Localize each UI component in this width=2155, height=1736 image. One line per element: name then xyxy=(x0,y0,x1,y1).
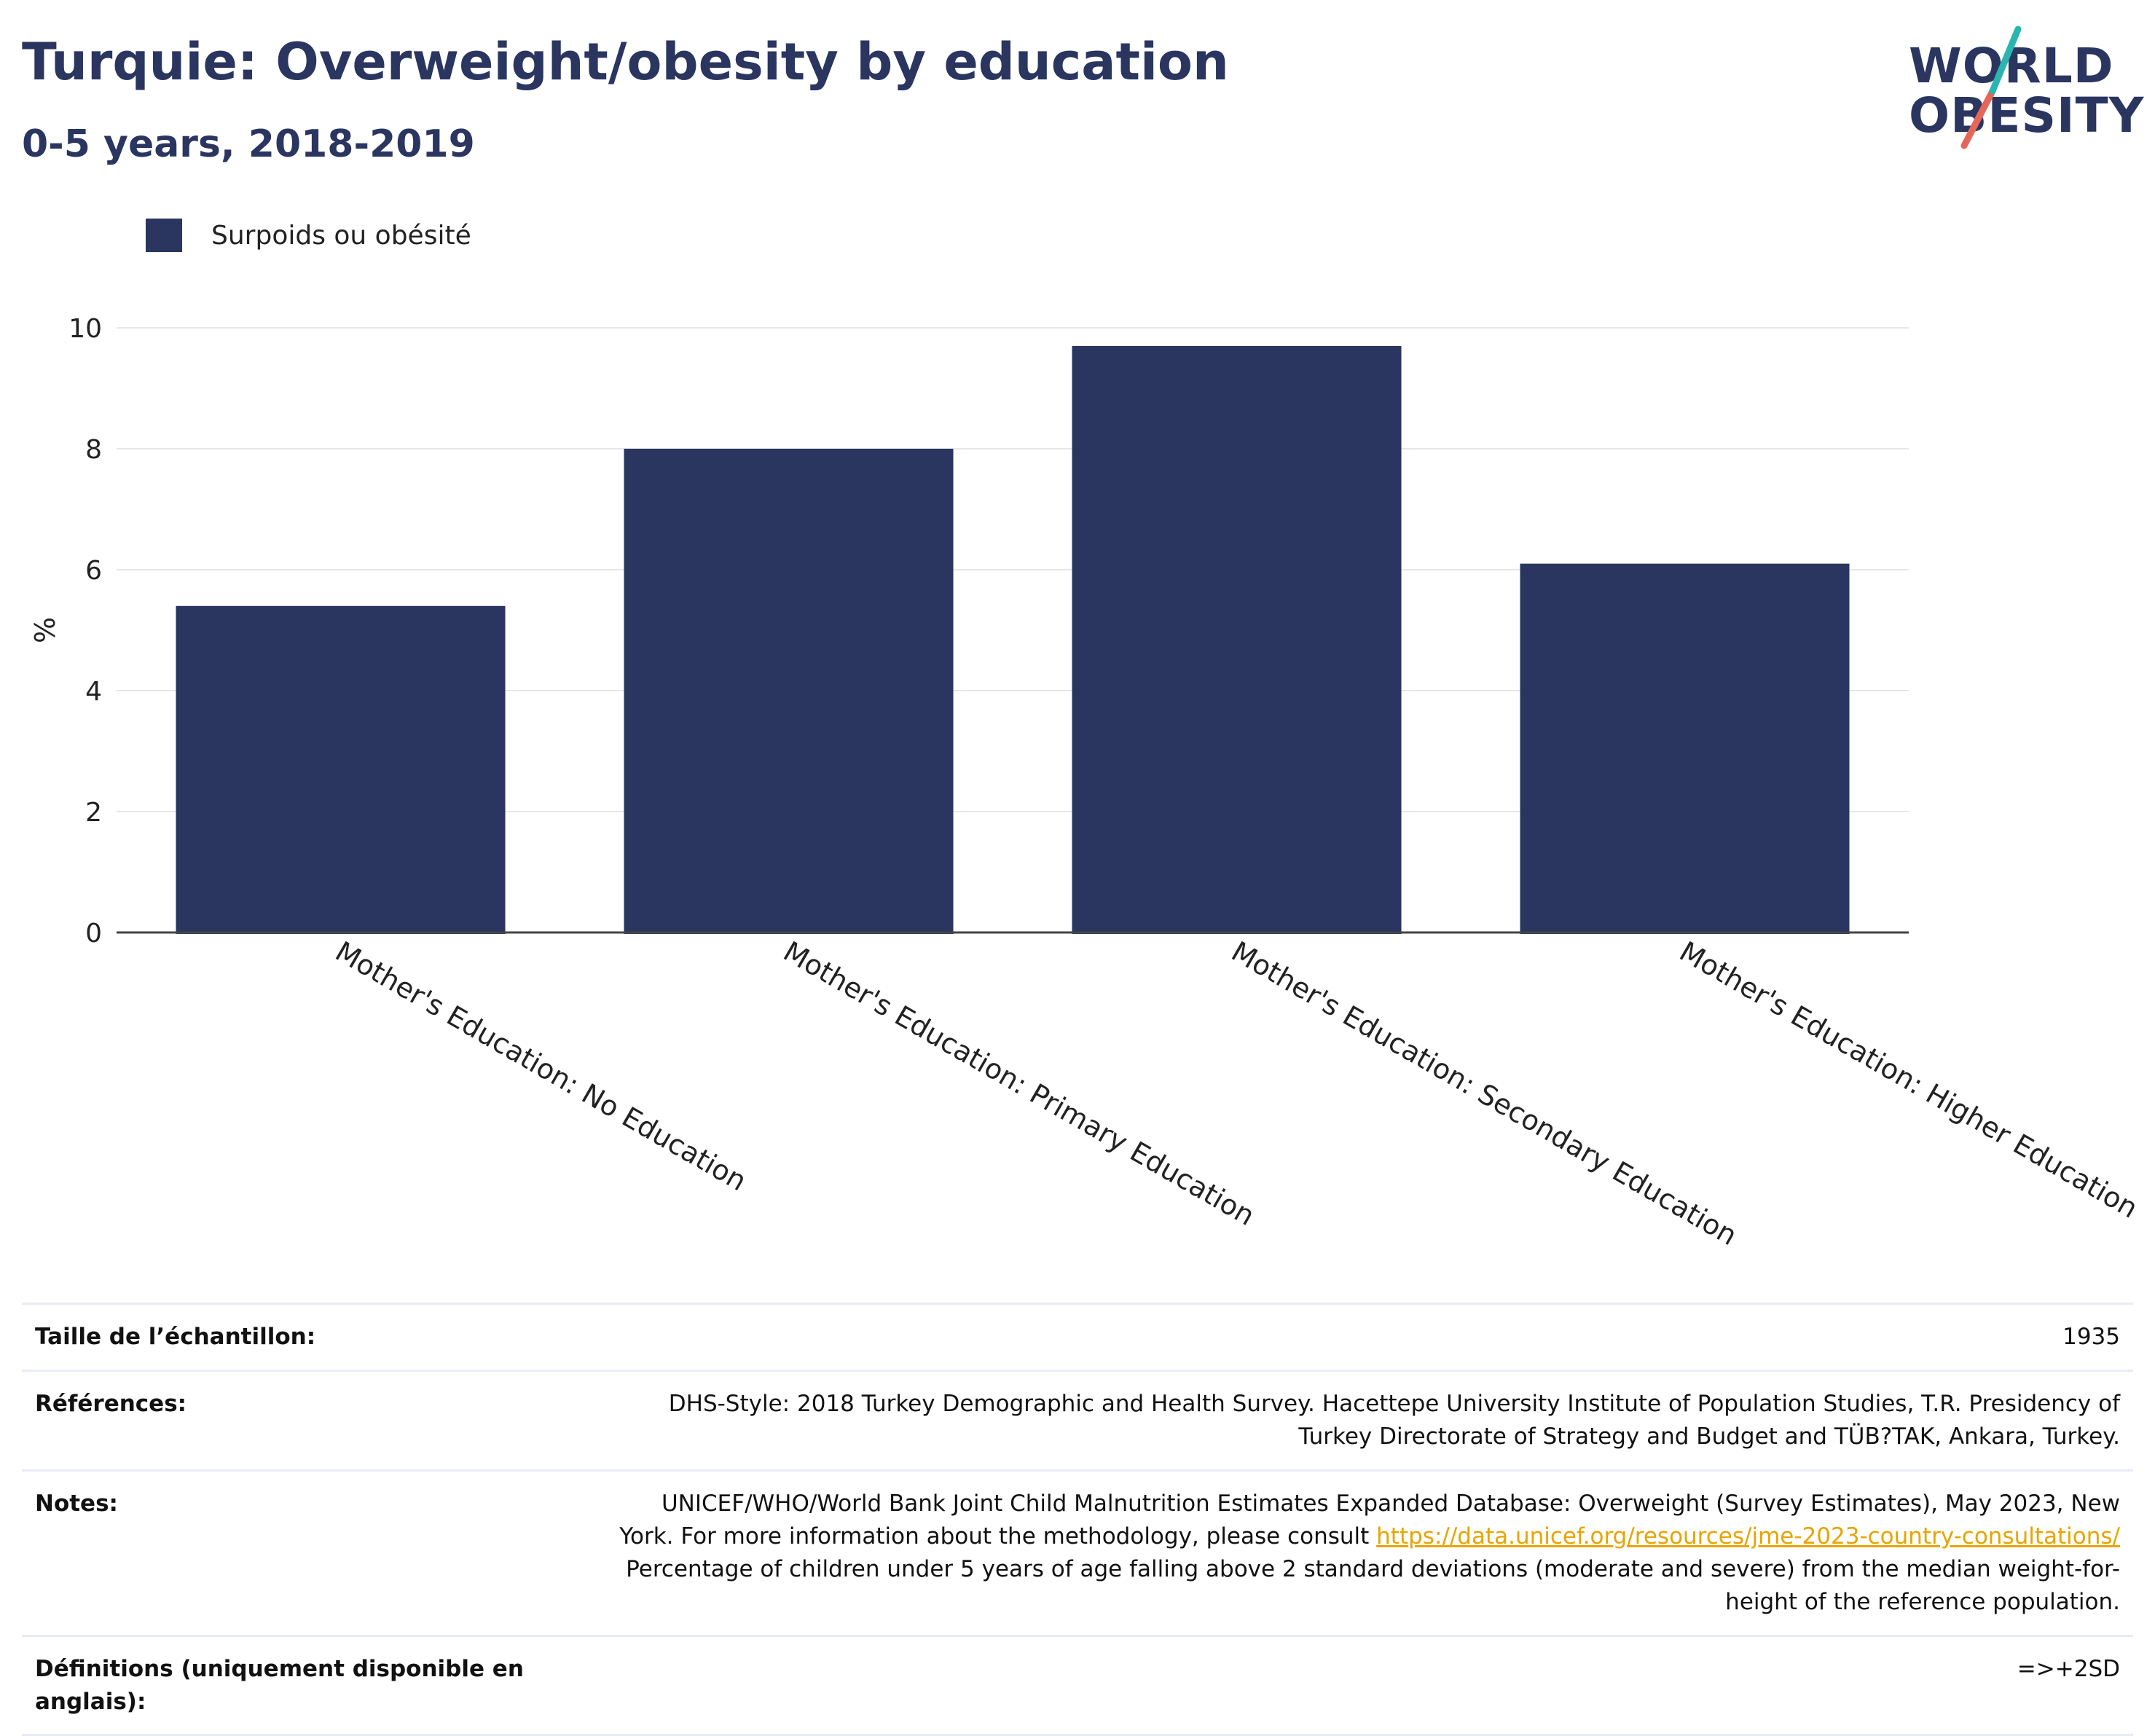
y-axis-label: % xyxy=(29,617,61,643)
page-title: Turquie: Overweight/obesity by education xyxy=(22,32,1229,92)
references-value: DHS-Style: 2018 Turkey Demographic and H… xyxy=(530,1388,2120,1453)
legend-label: Surpoids ou obésité xyxy=(211,220,471,251)
y-tick-label: 10 xyxy=(68,314,102,344)
x-tick-label: Mother's Education: No Education xyxy=(330,935,752,1198)
bar xyxy=(1072,345,1402,934)
notes-line: UNICEF/WHO/World Bank Joint Child Malnut… xyxy=(661,1490,2120,1517)
notes-text: York. For more information about the met… xyxy=(619,1523,1377,1550)
notes-line: height of the reference population. xyxy=(1725,1588,2120,1615)
bar xyxy=(624,449,954,934)
sample-size-value: 1935 xyxy=(2062,1324,2120,1350)
y-tick-label: 2 xyxy=(85,798,102,828)
bar xyxy=(1520,563,1850,934)
x-tick-label: Mother's Education: Primary Education xyxy=(778,935,1260,1232)
references-line: DHS-Style: 2018 Turkey Demographic and H… xyxy=(668,1390,2120,1417)
notes-label: Notes: xyxy=(35,1490,118,1517)
chart-legend: Surpoids ou obésité xyxy=(146,217,471,254)
legend-swatch xyxy=(146,219,182,252)
logo-text-obesity: OBESITY xyxy=(1909,87,2145,144)
definitions-value: =>+2SD xyxy=(2017,1655,2120,1682)
meta-row-notes: Notes: UNICEF/WHO/World Bank Joint Child… xyxy=(22,1472,2133,1637)
x-tick-label: Mother's Education: Secondary Education xyxy=(1226,935,1743,1252)
definitions-label: Définitions (uniquement disponible en an… xyxy=(35,1655,524,1715)
metadata-table: Taille de l’échantillon: 1935 Références… xyxy=(22,1303,2133,1736)
page-subtitle: 0-5 years, 2018-2019 xyxy=(22,122,475,166)
sample-size-label: Taille de l’échantillon: xyxy=(35,1324,316,1350)
y-tick-label: 0 xyxy=(85,919,102,948)
y-tick-label: 8 xyxy=(85,435,102,465)
y-tick-label: 6 xyxy=(85,556,102,586)
bar-chart: 0 2 4 6 8 10% Mother's Education: No Education… xyxy=(29,314,2143,1252)
references-label: Références: xyxy=(35,1390,187,1417)
bar xyxy=(176,605,506,934)
methodology-link[interactable]: https://data.unicef.org/resources/jme-20… xyxy=(1376,1523,2120,1550)
notes-line: York. For more information about the met… xyxy=(560,1520,2120,1553)
logo-slash-icon xyxy=(1960,25,2022,149)
y-tick-label: 4 xyxy=(85,677,102,707)
notes-line: Percentage of children under 5 years of … xyxy=(626,1555,2120,1582)
meta-row-definitions: Définitions (uniquement disponible en an… xyxy=(22,1637,2133,1736)
references-line: Turkey Directorate of Strategy and Budge… xyxy=(1298,1423,2120,1450)
notes-value: UNICEF/WHO/World Bank Joint Child Malnut… xyxy=(530,1488,2120,1619)
meta-row-sample-size: Taille de l’échantillon: 1935 xyxy=(22,1305,2133,1372)
meta-row-references: Références: DHS-Style: 2018 Turkey Demog… xyxy=(22,1372,2133,1472)
world-obesity-logo: WORLD OBESITY xyxy=(1894,22,2145,153)
x-tick-label: Mother's Education: Higher Education xyxy=(1674,935,2143,1225)
